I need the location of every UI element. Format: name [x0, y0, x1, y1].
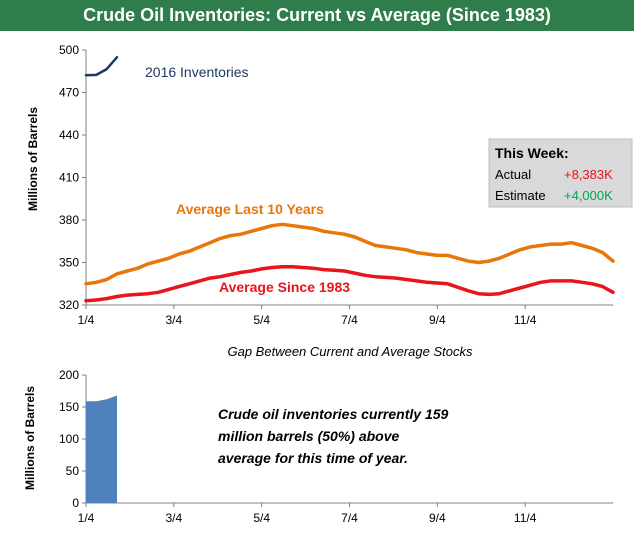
series-line-avg10: [84, 222, 615, 286]
series-label-avg10: Average Last 10 Years: [176, 201, 324, 217]
series-label-avg1983: Average Since 1983: [219, 279, 350, 295]
chart-title: Crude Oil Inventories: Current vs Averag…: [83, 5, 551, 25]
series-line-2016: [84, 55, 119, 77]
inventory-chart-y-tick-label: 500: [59, 43, 79, 57]
gap-chart-series: [86, 395, 117, 503]
inventory-chart: 320 350 380 410 440 470 500 1/4 3/4 5/4 7/4 9/4 11/4…: [26, 43, 633, 327]
gap-chart-axes: 0 50 100 150 200 1/4 3/4 5/4 7/4 9/4 11/4: [59, 368, 613, 525]
inventory-chart-y-tick-label: 410: [59, 171, 79, 185]
title-bar: [0, 0, 634, 31]
estimate-value: +4,000K: [564, 188, 613, 203]
gap-chart-y-tick-label: 200: [59, 368, 79, 382]
inventory-chart-series: [84, 55, 615, 303]
gap-chart-x-tick-label: 7/4: [341, 511, 358, 525]
gap-chart-x-tick-label: 9/4: [429, 511, 446, 525]
inventory-chart-x-tick-label: 3/4: [165, 313, 182, 327]
gap-chart-y-tick-label: 0: [72, 496, 79, 510]
gap-chart-y-tick-label: 100: [59, 432, 79, 446]
gap-chart-ylabel: Millions of Barrels: [23, 386, 37, 490]
gap-annotation-line-3: average for this time of year.: [218, 450, 408, 466]
inventory-chart-y-tick-label: 350: [59, 256, 79, 270]
gap-chart-x-tick-label: 11/4: [514, 511, 537, 525]
inventory-chart-y-tick-label: 380: [59, 213, 79, 227]
actual-value: +8,383K: [564, 167, 613, 182]
inventory-chart-y-tick-label: 470: [59, 86, 79, 100]
gap-chart-x-tick-label: 3/4: [165, 511, 182, 525]
this-week-box: This Week: Actual +8,383K Estimate +4,00…: [488, 138, 633, 208]
inventory-chart-y-tick-label: 320: [59, 298, 79, 312]
inventory-chart-axes: 320 350 380 410 440 470 500 1/4 3/4 5/4 7/4 9/4 11/4: [59, 43, 613, 327]
inventory-chart-x-tick-label: 5/4: [253, 313, 270, 327]
gap-chart-x-tick-label: 1/4: [78, 511, 95, 525]
gap-area: [86, 395, 117, 503]
gap-chart-x-tick-label: 5/4: [253, 511, 270, 525]
actual-label: Actual: [495, 167, 531, 182]
series-label-2016: 2016 Inventories: [145, 64, 249, 80]
series-line-avg1983: [84, 265, 615, 303]
gap-chart-title: Gap Between Current and Average Stocks: [228, 344, 473, 359]
inventory-chart-x-tick-label: 7/4: [341, 313, 358, 327]
inventory-chart-x-tick-label: 11/4: [514, 313, 537, 327]
inventory-chart-ylabel: Millions of Barrels: [26, 107, 40, 211]
inventory-chart-y-tick-label: 440: [59, 128, 79, 142]
inventory-chart-x-tick-label: 1/4: [78, 313, 95, 327]
inventory-chart-x-tick-label: 9/4: [429, 313, 446, 327]
gap-chart-y-tick-label: 50: [66, 464, 80, 478]
gap-chart: Gap Between Current and Average Stocks 0…: [23, 344, 613, 525]
this-week-box-bg: [488, 138, 633, 208]
gap-annotation-line-1: Crude oil inventories currently 159: [218, 406, 449, 422]
estimate-label: Estimate: [495, 188, 546, 203]
gap-chart-y-tick-label: 150: [59, 400, 79, 414]
this-week-title: This Week:: [495, 145, 569, 161]
gap-annotation-line-2: million barrels (50%) above: [218, 428, 399, 444]
